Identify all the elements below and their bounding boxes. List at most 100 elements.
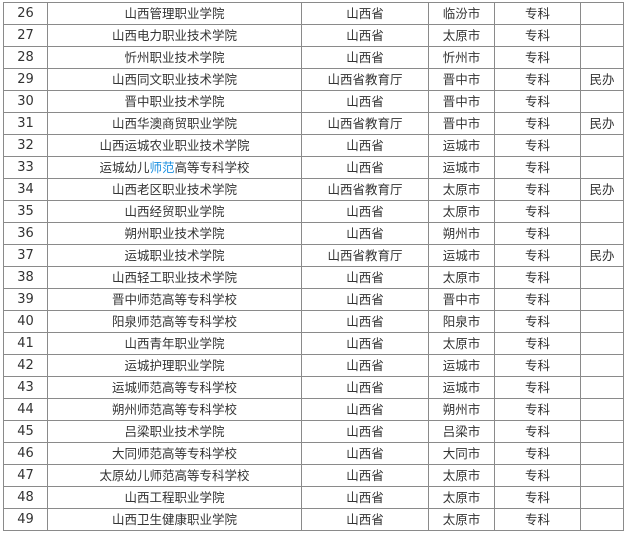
level: 专科 [494, 508, 581, 531]
level: 专科 [494, 376, 581, 399]
table-row: 46 大同师范高等专科学校 山西省 大同市 专科 [3, 442, 624, 465]
table-row: 40 阳泉师范高等专科学校 山西省 阳泉市 专科 [3, 310, 624, 333]
college-name: 忻州职业技术学院 [47, 46, 302, 69]
row-number: 27 [3, 24, 48, 47]
authority: 山西省 [301, 134, 429, 157]
row-number: 31 [3, 112, 48, 135]
authority: 山西省 [301, 46, 429, 69]
row-number: 41 [3, 332, 48, 355]
college-name: 山西经贸职业学院 [47, 200, 302, 223]
note [580, 46, 624, 69]
city: 运城市 [428, 134, 495, 157]
row-number: 38 [3, 266, 48, 289]
table-row: 31 山西华澳商贸职业学院 山西省教育厅 晋中市 专科 民办 [3, 112, 624, 135]
college-name: 山西管理职业学院 [47, 2, 302, 25]
row-number: 37 [3, 244, 48, 267]
level: 专科 [494, 464, 581, 487]
row-number: 45 [3, 420, 48, 443]
college-name: 运城护理职业学院 [47, 354, 302, 377]
note [580, 464, 624, 487]
table-row: 32 山西运城农业职业技术学院 山西省 运城市 专科 [3, 134, 624, 157]
authority: 山西省 [301, 332, 429, 355]
row-number: 29 [3, 68, 48, 91]
note [580, 376, 624, 399]
note [580, 442, 624, 465]
note [580, 508, 624, 531]
note [580, 90, 624, 113]
table-row: 39 晋中师范高等专科学校 山西省 晋中市 专科 [3, 288, 624, 311]
level: 专科 [494, 178, 581, 201]
level: 专科 [494, 46, 581, 69]
college-name: 太原幼儿师范高等专科学校 [47, 464, 302, 487]
row-number: 40 [3, 310, 48, 333]
city: 运城市 [428, 354, 495, 377]
authority: 山西省 [301, 266, 429, 289]
table-row: 41 山西青年职业学院 山西省 太原市 专科 [3, 332, 624, 355]
table-row: 28 忻州职业技术学院 山西省 忻州市 专科 [3, 46, 624, 69]
college-name: 运城幼儿师范高等专科学校 [47, 156, 302, 179]
college-name: 山西同文职业技术学院 [47, 68, 302, 91]
city: 运城市 [428, 244, 495, 267]
level: 专科 [494, 68, 581, 91]
level: 专科 [494, 222, 581, 245]
authority: 山西省 [301, 442, 429, 465]
note [580, 486, 624, 509]
authority: 山西省 [301, 288, 429, 311]
row-number: 26 [3, 2, 48, 25]
keyword-link[interactable]: 师范 [149, 160, 175, 175]
college-name: 大同师范高等专科学校 [47, 442, 302, 465]
table-row: 27 山西电力职业技术学院 山西省 太原市 专科 [3, 24, 624, 47]
authority: 山西省教育厅 [301, 112, 429, 135]
row-number: 28 [3, 46, 48, 69]
table-body: 26 山西管理职业学院 山西省 临汾市 专科 27 山西电力职业技术学院 山西省 太原市 专科 28… [3, 2, 624, 531]
authority: 山西省 [301, 2, 429, 25]
table-row: 43 运城师范高等专科学校 山西省 运城市 专科 [3, 376, 624, 399]
table-row: 47 太原幼儿师范高等专科学校 山西省 太原市 专科 [3, 464, 624, 487]
note [580, 134, 624, 157]
college-name: 山西青年职业学院 [47, 332, 302, 355]
city: 阳泉市 [428, 310, 495, 333]
college-name: 晋中职业技术学院 [47, 90, 302, 113]
table-row: 38 山西轻工职业技术学院 山西省 太原市 专科 [3, 266, 624, 289]
level: 专科 [494, 486, 581, 509]
authority: 山西省 [301, 376, 429, 399]
level: 专科 [494, 112, 581, 135]
row-number: 47 [3, 464, 48, 487]
city: 太原市 [428, 24, 495, 47]
level: 专科 [494, 90, 581, 113]
level: 专科 [494, 24, 581, 47]
row-number: 48 [3, 486, 48, 509]
authority: 山西省 [301, 222, 429, 245]
college-name-part: 运城幼儿 [99, 160, 150, 175]
city: 晋中市 [428, 288, 495, 311]
table-row: 29 山西同文职业技术学院 山西省教育厅 晋中市 专科 民办 [3, 68, 624, 91]
college-name: 晋中师范高等专科学校 [47, 288, 302, 311]
authority: 山西省 [301, 398, 429, 421]
city: 朔州市 [428, 398, 495, 421]
college-name-part: 高等专科学校 [174, 160, 250, 175]
note [580, 288, 624, 311]
college-name: 朔州师范高等专科学校 [47, 398, 302, 421]
city: 太原市 [428, 178, 495, 201]
note [580, 354, 624, 377]
note [580, 200, 624, 223]
note [580, 2, 624, 25]
level: 专科 [494, 354, 581, 377]
row-number: 49 [3, 508, 48, 531]
note: 民办 [580, 244, 624, 267]
city: 吕梁市 [428, 420, 495, 443]
city: 太原市 [428, 332, 495, 355]
city: 太原市 [428, 266, 495, 289]
authority: 山西省教育厅 [301, 68, 429, 91]
college-name: 山西华澳商贸职业学院 [47, 112, 302, 135]
row-number: 30 [3, 90, 48, 113]
authority: 山西省教育厅 [301, 244, 429, 267]
level: 专科 [494, 134, 581, 157]
row-number: 35 [3, 200, 48, 223]
level: 专科 [494, 442, 581, 465]
college-name: 山西工程职业学院 [47, 486, 302, 509]
authority: 山西省 [301, 90, 429, 113]
level: 专科 [494, 332, 581, 355]
college-name: 阳泉师范高等专科学校 [47, 310, 302, 333]
table-row: 30 晋中职业技术学院 山西省 晋中市 专科 [3, 90, 624, 113]
